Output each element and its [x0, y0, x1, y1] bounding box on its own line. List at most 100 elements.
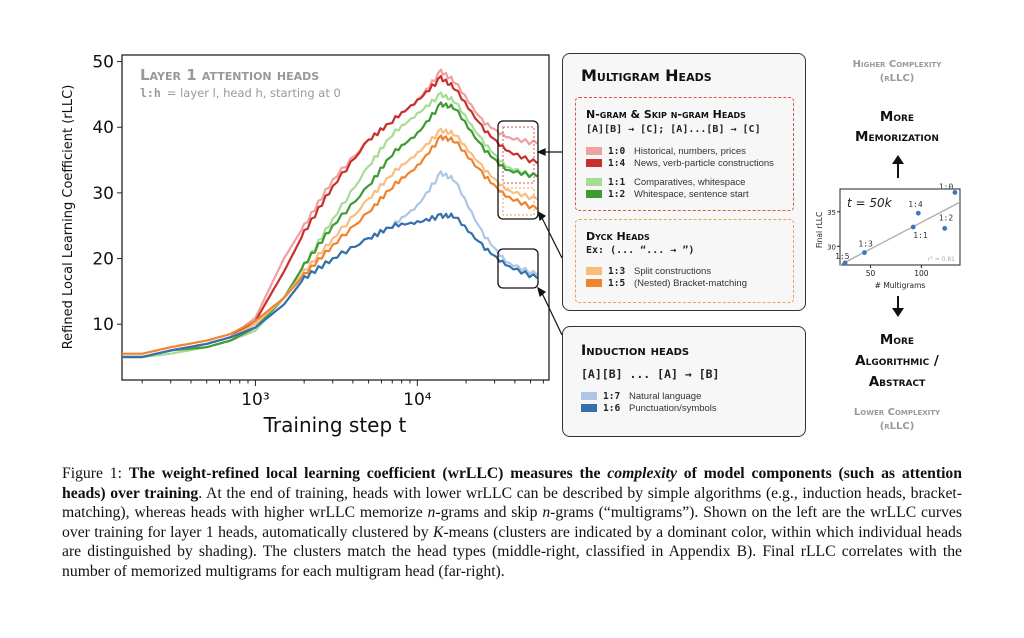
legend-desc: Punctuation/symbols	[629, 402, 717, 414]
y-tick-label: 50	[92, 53, 114, 73]
legend-desc: Whitespace, sentence start	[634, 188, 749, 200]
legend-swatch	[581, 392, 597, 400]
point-label: 1:1	[913, 231, 928, 240]
caption-text-4: -means (clusters are indicated by a domi…	[62, 523, 963, 580]
chart-annotation-title: Layer 1 attention heads	[140, 66, 319, 84]
series-line-1-0	[122, 68, 538, 359]
scatter-x-label: # Multigrams	[875, 281, 926, 290]
legend-desc: Split constructions	[634, 265, 712, 277]
fit-line	[839, 201, 961, 266]
series-line-1-1	[122, 91, 539, 359]
scatter-point	[952, 190, 958, 195]
series-line-1-3	[122, 127, 539, 359]
induction-legend: 1:7 Natural language 1:6 Punctuation/symbol…	[581, 390, 717, 414]
dyck-legend: 1:3 Split constructions 1:5 (Nested) Bracke…	[586, 265, 747, 289]
multigram-scatter-plot: 1:5 1:3 1:1 1:4 1:2 1:0 50 100 30 35 t = 50k r² =…	[815, 182, 961, 290]
y-tick-label: 10	[92, 315, 114, 335]
callout-arrows	[536, 148, 563, 336]
caption-bold-italic: complexity	[607, 465, 677, 482]
scatter-point	[862, 250, 867, 255]
legend-head-id: 1:3	[608, 265, 626, 277]
legend-head-id: 1:2	[608, 188, 626, 200]
more-memorization-label: More Memorization	[812, 107, 982, 147]
more-mem-2: Memorization	[855, 129, 939, 145]
r2-label: r² = 0.81	[928, 256, 955, 263]
legend-item: 1:7 Natural language	[581, 390, 717, 402]
plot-frame	[121, 54, 550, 381]
figure-canvas: 10 20 30 40 50 10³ 10⁴ Layer 1 attention heads…	[61, 53, 961, 437]
legend-head-id: 1:1	[608, 176, 626, 188]
legend-item: 1:4 News, verb-particle constructions	[586, 157, 774, 169]
legend-head-id: 1:7	[603, 390, 621, 402]
legend-swatch	[586, 178, 602, 186]
legend-swatch	[586, 147, 602, 155]
caption-n1: n	[427, 504, 436, 522]
legend-head-id: 1:6	[603, 402, 621, 414]
legend-item: 1:3 Split constructions	[586, 265, 747, 277]
legend-desc: Historical, numbers, prices	[634, 145, 746, 157]
multigram-heads-panel: Multigram Heads N-gram & Skip n-gram Hea…	[562, 53, 806, 311]
scatter-y-label: Final rLLC	[815, 212, 824, 248]
induction-callout-box	[497, 248, 539, 289]
higher-label: Higher Complexity	[852, 59, 942, 70]
more-alg-1: More	[879, 332, 915, 348]
ngram-pattern: [A][B] → [C]; [A]...[B] → [C]	[586, 124, 761, 135]
y-tick-label: 20	[92, 250, 114, 270]
ngram-title: N-gram & Skip n-gram Heads	[586, 108, 746, 121]
legend-desc: Comparatives, whitespace	[634, 176, 746, 188]
higher-complexity-label: Higher Complexity (rLLC)	[812, 58, 982, 86]
scatter-x-tick-label: 50	[866, 269, 876, 278]
legend-item: 1:5 (Nested) Bracket-matching	[586, 277, 747, 289]
caption-bold-1: The weight-refined local learning coeffi…	[128, 465, 608, 482]
scatter-frame	[839, 188, 961, 266]
caption-bold-2: of model components (such as attention h…	[62, 465, 962, 502]
more-mem-1: More	[879, 109, 915, 125]
legend-swatch	[586, 279, 602, 287]
dyck-pattern: Ex: (... “... → ”)	[586, 245, 695, 256]
point-label: 1:0	[939, 182, 954, 191]
multigram-callout-box	[497, 120, 539, 220]
multigram-title: Multigram Heads	[581, 66, 712, 85]
scatter-y-tick-label: 30	[827, 243, 836, 251]
y-tick-label: 30	[92, 184, 114, 204]
ngram-group: N-gram & Skip n-gram Heads [A][B] → [C];…	[575, 97, 794, 211]
point-label: 1:4	[908, 200, 923, 209]
series-line-1-6	[122, 212, 539, 359]
induction-pattern: [A][B] ... [A] → [B]	[581, 367, 720, 381]
scatter-point	[910, 224, 916, 230]
legend-item: 1:2 Whitespace, sentence start	[586, 188, 774, 200]
lower-unit: (rLLC)	[879, 421, 915, 432]
lower-label: Lower Complexity	[853, 407, 941, 418]
direction-arrows	[892, 155, 904, 317]
series-line-1-4	[122, 75, 539, 359]
x-axis-label: Training step t	[263, 413, 407, 437]
legend-desc: News, verb-particle constructions	[634, 157, 774, 169]
legend-swatch	[586, 267, 602, 275]
point-label: 1:3	[858, 240, 873, 249]
chart-annotation-subtitle: l:h = layer l, head h, starting at 0	[140, 86, 341, 100]
dyck-group: Dyck Heads Ex: (... “... → ”) 1:3 Split c…	[575, 219, 794, 303]
legend-head-id: 1:0	[608, 145, 626, 157]
induction-heads-panel: Induction heads [A][B] ... [A] → [B] 1:7…	[562, 326, 806, 437]
caption-k: K	[432, 523, 444, 541]
scatter-point	[842, 260, 848, 266]
caption-text-3: -grams (“multigrams”). Shown on the left…	[62, 504, 962, 541]
y-tick-label: 40	[92, 118, 114, 138]
series-line-1-2	[122, 101, 538, 359]
legend-item: 1:0 Historical, numbers, prices	[586, 145, 774, 157]
induction-title: Induction heads	[581, 343, 690, 359]
scatter-point	[915, 210, 921, 216]
point-label: 1:2	[939, 213, 954, 222]
lower-complexity-label: Lower Complexity (rLLC)	[812, 406, 982, 434]
y-axis-label: Refined Local Learning Coefficient (rLLC…	[61, 85, 76, 350]
caption-n2: n	[542, 504, 551, 522]
caption-text-1: . At the end of training, heads with low…	[62, 484, 962, 522]
legend-swatch	[581, 404, 597, 412]
legend-swatch	[586, 190, 602, 198]
legend-swatch	[586, 159, 602, 167]
figure-caption: Figure 1: The weight-refined local learn…	[62, 464, 962, 582]
x-tick-label: 10⁴	[403, 390, 432, 410]
legend-desc: (Nested) Bracket-matching	[634, 277, 747, 289]
higher-unit: (rLLC)	[879, 73, 915, 84]
legend-desc: Natural language	[629, 390, 702, 402]
